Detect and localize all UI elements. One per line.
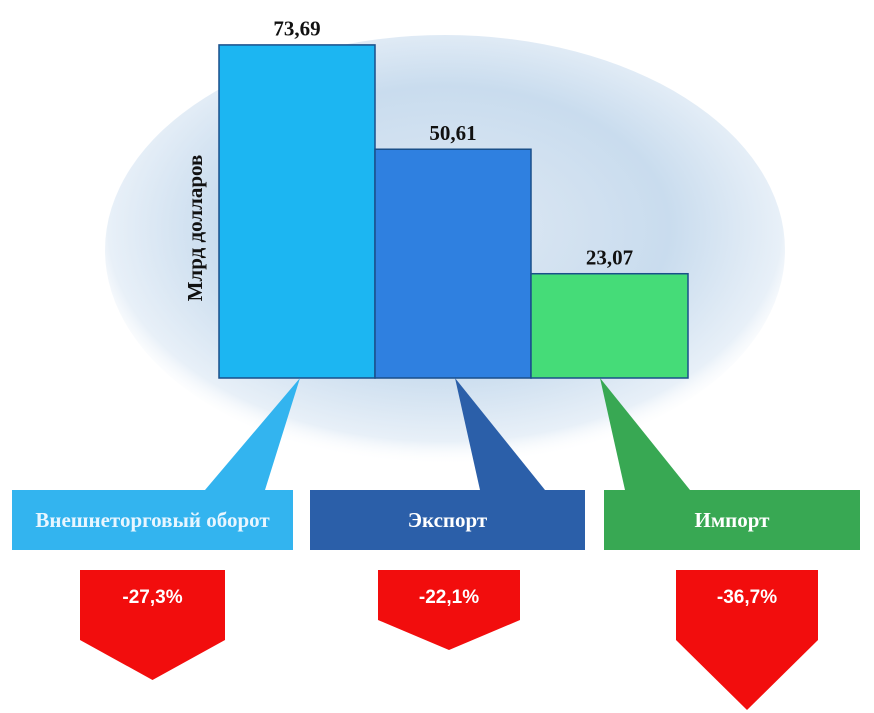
change-label: -27,3% xyxy=(122,587,182,608)
change-label: -36,7% xyxy=(717,587,777,608)
value-label: 50,61 xyxy=(429,121,476,145)
bar xyxy=(530,272,689,379)
bar xyxy=(374,148,532,379)
callout-box xyxy=(12,490,293,550)
value-label: 73,69 xyxy=(273,17,320,41)
category-label: Экспорт xyxy=(407,508,488,532)
change-arrow xyxy=(80,570,225,680)
change-arrow xyxy=(676,570,818,710)
change-label: -22,1% xyxy=(419,587,479,608)
callout-tail xyxy=(205,378,300,490)
y-axis-label: Млрд долларов xyxy=(183,155,207,302)
callout-tail xyxy=(600,378,690,490)
callout-tail xyxy=(455,378,545,490)
category-label: Импорт xyxy=(694,508,770,532)
value-label: 23,07 xyxy=(586,246,633,270)
bar xyxy=(218,44,376,379)
callout-box xyxy=(604,490,860,550)
callout-box xyxy=(310,490,585,550)
change-arrow xyxy=(378,570,520,650)
category-label: Внешнеторговый оборот xyxy=(35,508,270,532)
